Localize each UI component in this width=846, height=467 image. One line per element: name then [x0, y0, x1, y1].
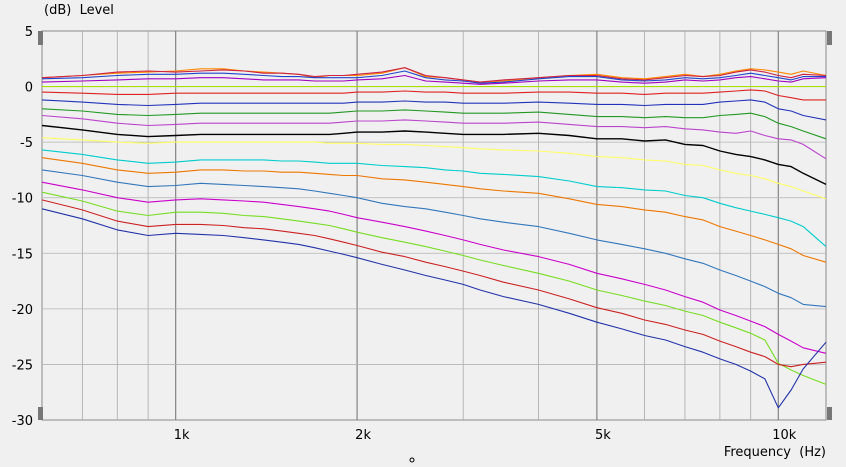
series-line-16 [41, 191, 827, 385]
series-line-12 [41, 149, 827, 248]
series-line-3 [41, 70, 826, 84]
x-axis-label: Frequency (Hz) [724, 445, 826, 460]
series-line-15 [41, 181, 827, 354]
y-range-handle-bottom-right[interactable] [827, 407, 832, 420]
x-tick-label: 10k [772, 428, 797, 443]
plot-area [41, 30, 827, 421]
y-tick-label: -25 [12, 358, 33, 373]
y-tick-label: 0 [25, 81, 33, 96]
x-tick-label: 2k [355, 428, 371, 443]
y-range-handle-top-left[interactable] [38, 31, 43, 45]
x-tick-label: 5k [595, 428, 611, 443]
y-axis-label: (dB) Level [44, 3, 114, 18]
cursor-marker[interactable] [409, 457, 415, 463]
series-group [41, 67, 827, 409]
y-tick-label: -15 [12, 247, 33, 262]
y-tick-label: -5 [20, 136, 33, 151]
series-line-17 [41, 199, 827, 368]
series-line-2 [41, 67, 827, 83]
y-tick-label: -20 [12, 303, 33, 318]
series-line-13 [41, 157, 827, 263]
series-line-8 [41, 108, 827, 140]
series-line-10 [41, 124, 827, 186]
series-line-6 [41, 89, 826, 101]
x-tick-labels: 1k 2k 5k 10k [174, 428, 797, 443]
y-tick-labels: 5 0 -5 -10 -15 -20 -25 -30 [12, 25, 33, 429]
series-line-7 [41, 99, 827, 121]
series-line-4 [41, 74, 827, 85]
y-range-handle-bottom-left[interactable] [38, 407, 43, 420]
y-tick-label: -10 [12, 192, 33, 207]
series-line-9 [41, 114, 827, 160]
x-tick-label: 1k [174, 428, 190, 443]
y-range-handle-top-right[interactable] [827, 31, 832, 45]
y-tick-label: -30 [12, 414, 33, 429]
series-line-18 [41, 208, 827, 409]
y-tick-label: 5 [25, 25, 33, 40]
series-line-14 [41, 169, 827, 308]
series-line-11 [41, 137, 827, 200]
